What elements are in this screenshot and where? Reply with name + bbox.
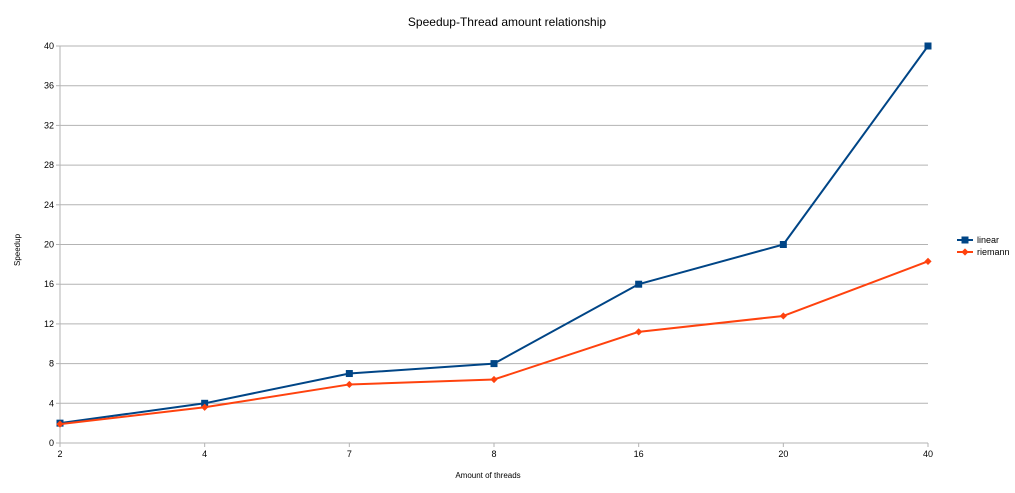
data-point-riemann bbox=[201, 403, 209, 411]
data-point-riemann bbox=[345, 380, 353, 389]
data-point-linear bbox=[635, 280, 643, 288]
chart-title: Speedup-Thread amount relationship bbox=[408, 15, 606, 29]
series-riemann bbox=[56, 257, 932, 428]
data-point-linear bbox=[924, 42, 932, 50]
legend-marker-linear bbox=[961, 236, 969, 244]
legend-entry-riemann: riemann bbox=[957, 247, 1010, 257]
x-tick-label: 2 bbox=[57, 449, 62, 459]
x-tick-label: 8 bbox=[491, 449, 496, 459]
y-axis-ticks: 0 4 8 12 16 20 24 28 32 36 40 bbox=[44, 41, 60, 448]
x-axis-ticks: 2 4 7 8 16 20 40 bbox=[57, 443, 933, 459]
y-tick-label: 4 bbox=[49, 398, 54, 408]
y-tick-label: 28 bbox=[44, 160, 54, 170]
x-tick-label: 20 bbox=[778, 449, 788, 459]
axes bbox=[59, 46, 928, 444]
data-point-riemann bbox=[56, 420, 64, 428]
y-tick-label: 20 bbox=[44, 240, 54, 250]
data-point-linear bbox=[779, 241, 787, 248]
series-line-riemann bbox=[59, 260, 929, 426]
y-tick-label: 8 bbox=[49, 359, 54, 369]
y-tick-label: 36 bbox=[44, 81, 54, 91]
legend: linear riemann bbox=[957, 235, 1010, 257]
y-tick-label: 40 bbox=[44, 41, 54, 51]
legend-label-linear: linear bbox=[977, 235, 999, 245]
y-tick-label: 12 bbox=[44, 319, 54, 329]
x-axis-label: Amount of threads bbox=[455, 471, 520, 480]
legend-marker-riemann bbox=[961, 248, 969, 256]
data-point-linear bbox=[201, 399, 209, 407]
y-tick-label: 24 bbox=[44, 200, 54, 210]
data-point-riemann bbox=[924, 257, 932, 265]
data-point-linear bbox=[345, 370, 353, 378]
series-group bbox=[56, 42, 932, 428]
y-axis-label: Speedup bbox=[13, 233, 22, 266]
x-tick-label: 16 bbox=[634, 449, 644, 459]
data-point-riemann bbox=[490, 375, 498, 384]
data-point-riemann bbox=[779, 312, 787, 320]
x-tick-label: 7 bbox=[347, 449, 352, 459]
x-tick-label: 4 bbox=[202, 449, 207, 459]
data-point-riemann bbox=[635, 328, 643, 336]
gridlines bbox=[60, 45, 928, 444]
data-point-linear bbox=[490, 360, 498, 368]
legend-entry-linear: linear bbox=[957, 235, 999, 245]
series-linear bbox=[56, 42, 932, 427]
legend-label-riemann: riemann bbox=[977, 247, 1010, 257]
y-tick-label: 32 bbox=[44, 120, 54, 130]
y-tick-label: 16 bbox=[44, 279, 54, 289]
y-tick-label: 0 bbox=[49, 438, 54, 448]
x-tick-label: 40 bbox=[923, 449, 933, 459]
